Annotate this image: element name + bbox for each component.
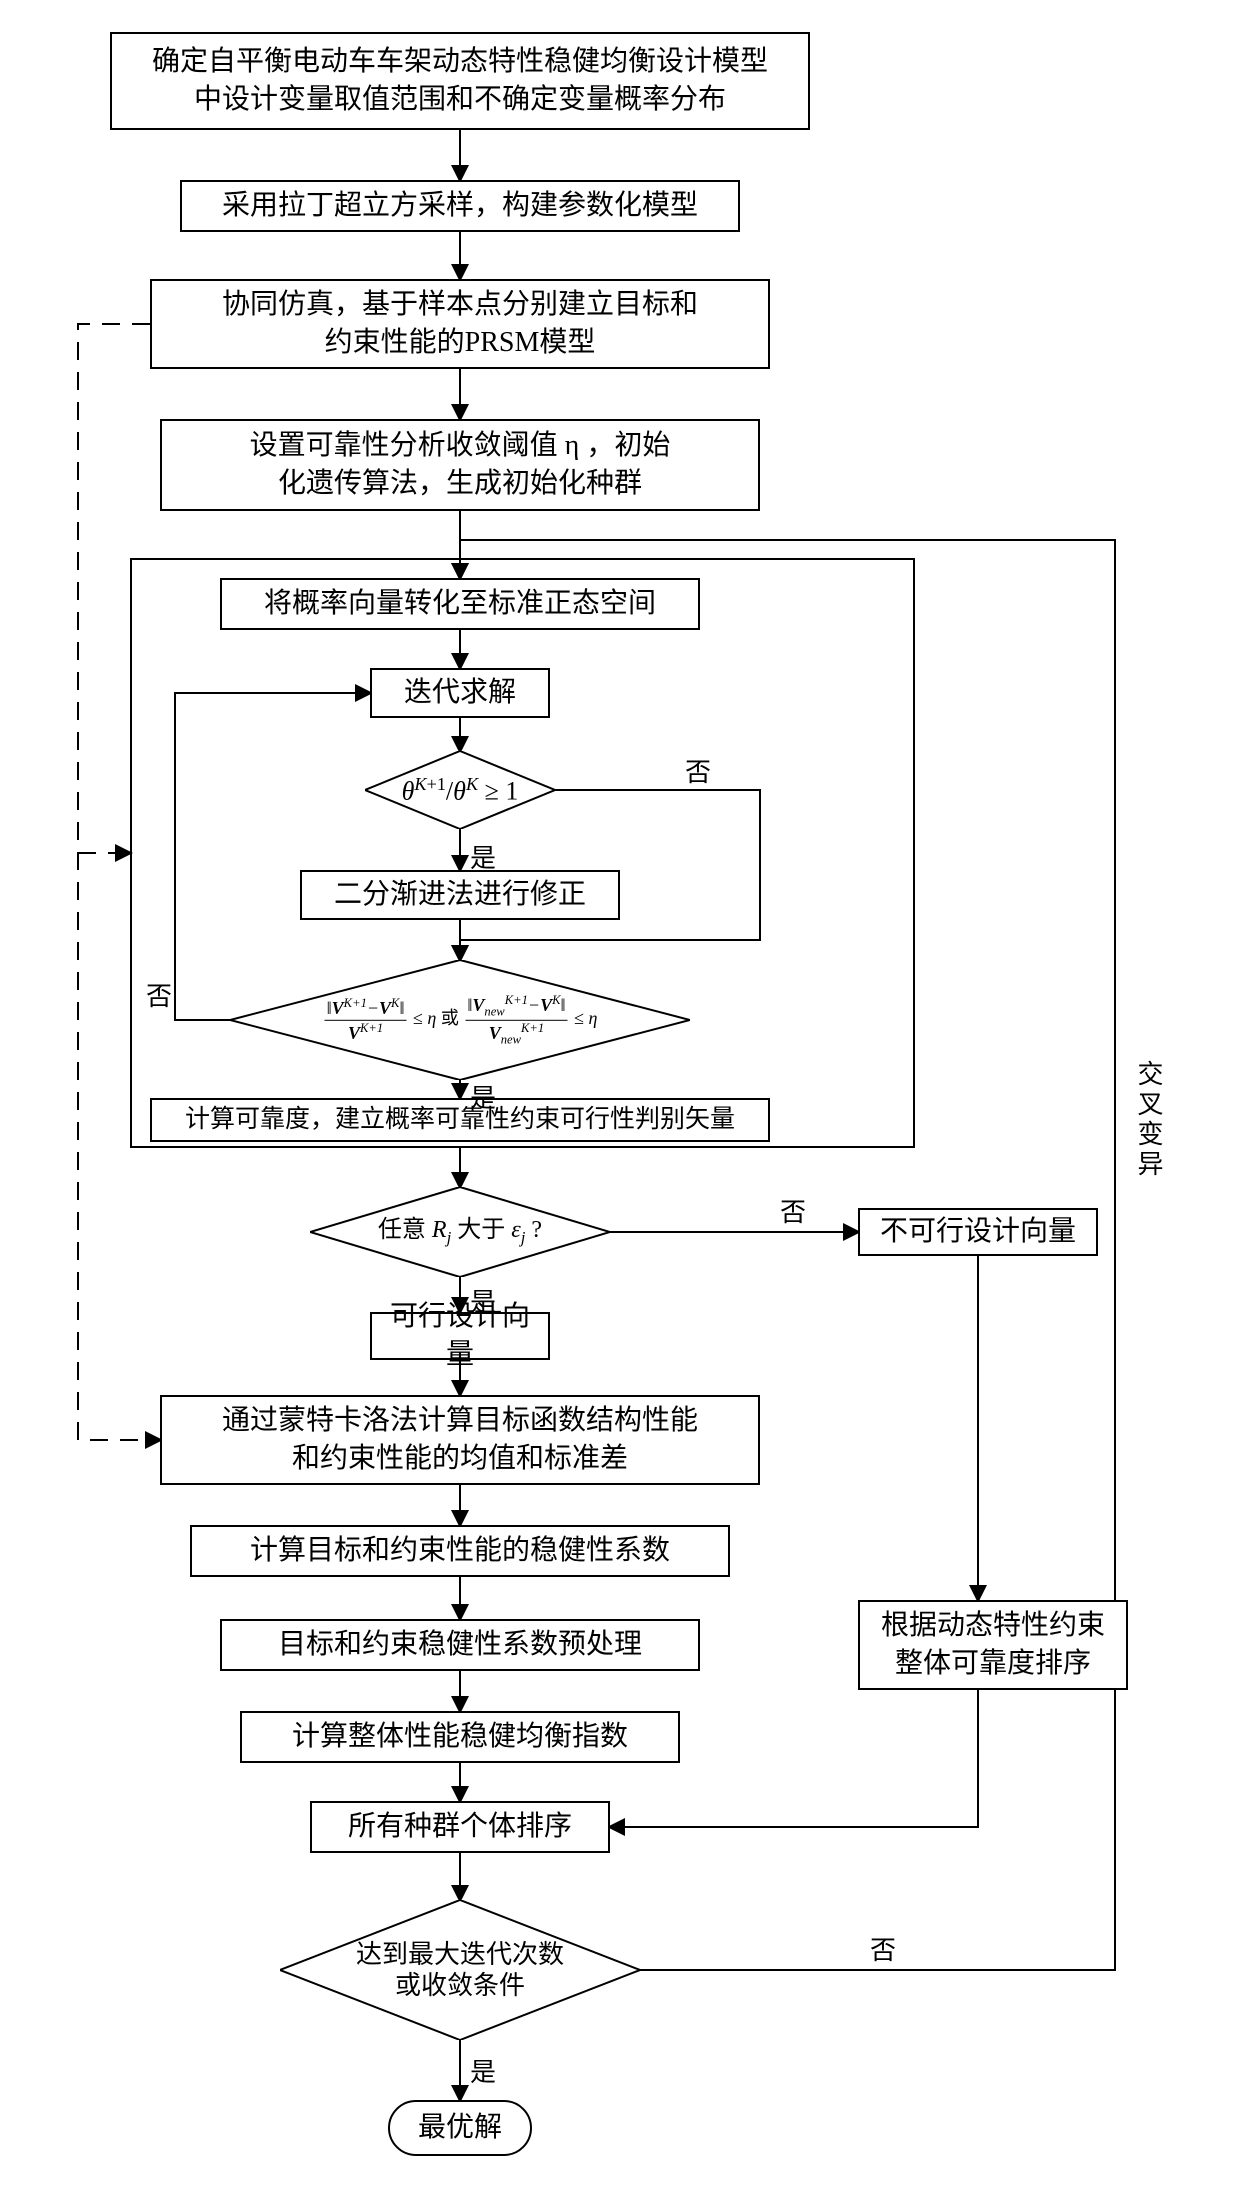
n8-text: 计算可靠度，建立概率可靠性约束可行性判别矢量 bbox=[185, 1103, 735, 1137]
d3-text: 任意 Rj 大于 εj ? bbox=[325, 1216, 595, 1248]
label-d2-no: 否 bbox=[146, 976, 172, 1013]
n16-text: 所有种群个体排序 bbox=[348, 1808, 572, 1846]
n5-text: 将概率向量转化至标准正态空间 bbox=[264, 585, 656, 623]
node-n13: 目标和约束稳健性系数预处理 bbox=[220, 1619, 700, 1671]
decision-d4: 达到最大迭代次数或收敛条件 bbox=[280, 1900, 640, 2040]
label-d3-yes: 是 bbox=[470, 1282, 496, 1319]
d4-text: 达到最大迭代次数或收敛条件 bbox=[298, 1939, 622, 2001]
node-n15: 计算整体性能稳健均衡指数 bbox=[240, 1711, 680, 1763]
n12-text: 计算目标和约束性能的稳健性系数 bbox=[250, 1532, 670, 1570]
d2-text: ‖VK+1−VK‖ VK+1 ≤ η 或 ‖VnewK+1−VK‖ VnewK+… bbox=[288, 993, 633, 1047]
node-n14: 根据动态特性约束整体可靠度排序 bbox=[858, 1600, 1128, 1690]
n3-text: 协同仿真，基于样本点分别建立目标和约束性能的PRSM模型 bbox=[222, 286, 698, 362]
label-d3-no: 否 bbox=[780, 1192, 806, 1229]
n17-text: 最优解 bbox=[418, 2109, 502, 2147]
node-n7: 二分渐进法进行修正 bbox=[300, 870, 620, 920]
node-n9: 可行设计向量 bbox=[370, 1312, 550, 1360]
n15-text: 计算整体性能稳健均衡指数 bbox=[292, 1718, 628, 1756]
node-n8: 计算可靠度，建立概率可靠性约束可行性判别矢量 bbox=[150, 1098, 770, 1142]
node-n5: 将概率向量转化至标准正态空间 bbox=[220, 578, 700, 630]
n7-text: 二分渐进法进行修正 bbox=[334, 876, 586, 914]
node-n11: 通过蒙特卡洛法计算目标函数结构性能和约束性能的均值和标准差 bbox=[160, 1395, 760, 1485]
decision-d3: 任意 Rj 大于 εj ? bbox=[310, 1187, 610, 1277]
label-d4-yes: 是 bbox=[470, 2052, 496, 2089]
node-n16: 所有种群个体排序 bbox=[310, 1801, 610, 1853]
node-terminator: 最优解 bbox=[388, 2100, 532, 2156]
n2-text: 采用拉丁超立方采样，构建参数化模型 bbox=[222, 187, 698, 225]
label-d1-yes: 是 bbox=[470, 838, 496, 875]
node-n4: 设置可靠性分析收敛阈值 η ，初始化遗传算法，生成初始化种群 bbox=[160, 419, 760, 511]
n1-text: 确定自平衡电动车车架动态特性稳健均衡设计模型中设计变量取值范围和不确定变量概率分… bbox=[152, 43, 768, 119]
decision-d1: θK+1/θK ≥ 1 bbox=[365, 751, 555, 829]
side-label-crossover-mutation: 交叉变异 bbox=[1130, 1060, 1167, 1180]
node-n6: 迭代求解 bbox=[370, 668, 550, 718]
label-d1-no: 否 bbox=[685, 752, 711, 789]
node-n1: 确定自平衡电动车车架动态特性稳健均衡设计模型中设计变量取值范围和不确定变量概率分… bbox=[110, 32, 810, 130]
node-n10: 不可行设计向量 bbox=[858, 1208, 1098, 1256]
n10-text: 不可行设计向量 bbox=[880, 1213, 1076, 1251]
node-n3: 协同仿真，基于样本点分别建立目标和约束性能的PRSM模型 bbox=[150, 279, 770, 369]
decision-d2: ‖VK+1−VK‖ VK+1 ≤ η 或 ‖VnewK+1−VK‖ VnewK+… bbox=[230, 960, 690, 1080]
node-n12: 计算目标和约束性能的稳健性系数 bbox=[190, 1525, 730, 1577]
label-d2-yes: 是 bbox=[470, 1078, 496, 1115]
node-n2: 采用拉丁超立方采样，构建参数化模型 bbox=[180, 180, 740, 232]
n6-text: 迭代求解 bbox=[404, 674, 516, 712]
flowchart-canvas: 确定自平衡电动车车架动态特性稳健均衡设计模型中设计变量取值范围和不确定变量概率分… bbox=[0, 0, 1240, 2209]
n11-text: 通过蒙特卡洛法计算目标函数结构性能和约束性能的均值和标准差 bbox=[222, 1402, 698, 1478]
label-d4-no: 否 bbox=[870, 1930, 896, 1967]
d1-text: θK+1/θK ≥ 1 bbox=[375, 774, 546, 807]
n4-text: 设置可靠性分析收敛阈值 η ，初始化遗传算法，生成初始化种群 bbox=[250, 427, 671, 503]
n9-text: 可行设计向量 bbox=[386, 1298, 534, 1374]
n14-text: 根据动态特性约束整体可靠度排序 bbox=[881, 1607, 1105, 1683]
n13-text: 目标和约束稳健性系数预处理 bbox=[278, 1626, 642, 1664]
